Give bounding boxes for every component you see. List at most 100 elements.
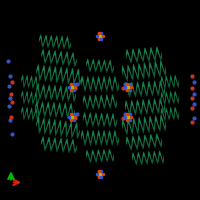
Polygon shape: [53, 44, 54, 48]
Polygon shape: [69, 148, 70, 153]
Polygon shape: [52, 144, 53, 149]
Polygon shape: [164, 116, 165, 121]
Polygon shape: [31, 76, 32, 80]
Polygon shape: [145, 135, 146, 140]
Polygon shape: [47, 52, 48, 57]
Polygon shape: [165, 112, 166, 117]
Polygon shape: [169, 115, 170, 120]
Polygon shape: [74, 97, 75, 102]
Polygon shape: [161, 108, 162, 113]
Polygon shape: [96, 66, 97, 70]
Polygon shape: [63, 126, 64, 132]
Polygon shape: [40, 125, 41, 131]
Polygon shape: [75, 94, 76, 100]
Polygon shape: [38, 65, 39, 71]
Polygon shape: [29, 113, 30, 118]
Polygon shape: [153, 103, 154, 109]
Polygon shape: [130, 90, 131, 96]
Polygon shape: [57, 38, 58, 43]
Polygon shape: [73, 55, 74, 60]
Polygon shape: [77, 69, 78, 75]
Polygon shape: [171, 92, 172, 97]
Polygon shape: [149, 69, 150, 76]
Polygon shape: [48, 103, 49, 108]
Polygon shape: [90, 67, 91, 71]
Polygon shape: [28, 84, 29, 88]
Polygon shape: [139, 64, 140, 70]
Polygon shape: [148, 57, 149, 62]
Polygon shape: [44, 124, 45, 131]
Polygon shape: [162, 109, 163, 113]
Polygon shape: [163, 112, 164, 117]
Polygon shape: [142, 57, 143, 62]
Polygon shape: [64, 121, 65, 127]
Polygon shape: [23, 114, 24, 119]
Polygon shape: [161, 55, 162, 60]
Polygon shape: [164, 125, 165, 131]
Polygon shape: [22, 107, 23, 111]
Polygon shape: [53, 102, 54, 108]
Polygon shape: [129, 121, 130, 127]
Polygon shape: [68, 128, 69, 134]
Polygon shape: [101, 95, 102, 100]
Polygon shape: [155, 55, 156, 61]
Polygon shape: [155, 142, 156, 147]
Polygon shape: [160, 119, 161, 126]
Polygon shape: [137, 73, 138, 79]
Polygon shape: [27, 78, 28, 82]
Polygon shape: [159, 139, 160, 144]
Polygon shape: [143, 99, 144, 105]
Polygon shape: [46, 57, 47, 62]
Polygon shape: [62, 77, 63, 83]
Polygon shape: [62, 60, 63, 65]
Polygon shape: [72, 133, 73, 138]
Polygon shape: [159, 102, 160, 108]
Polygon shape: [48, 137, 49, 142]
Polygon shape: [137, 143, 138, 149]
Polygon shape: [161, 115, 162, 122]
Polygon shape: [91, 63, 92, 68]
Polygon shape: [128, 118, 129, 124]
Polygon shape: [178, 83, 179, 88]
Polygon shape: [141, 140, 142, 146]
Polygon shape: [135, 142, 136, 147]
Polygon shape: [45, 76, 46, 82]
Polygon shape: [77, 69, 78, 75]
Polygon shape: [162, 159, 163, 163]
Polygon shape: [141, 160, 142, 165]
Polygon shape: [63, 148, 64, 153]
Polygon shape: [160, 64, 161, 70]
Polygon shape: [136, 124, 137, 131]
Polygon shape: [68, 79, 69, 84]
Polygon shape: [44, 112, 45, 117]
Polygon shape: [134, 109, 135, 115]
Polygon shape: [103, 150, 104, 154]
Polygon shape: [33, 100, 34, 104]
Polygon shape: [86, 151, 87, 156]
Polygon shape: [66, 86, 67, 91]
Polygon shape: [54, 41, 55, 46]
Polygon shape: [165, 98, 166, 103]
Polygon shape: [165, 115, 166, 119]
Polygon shape: [141, 123, 142, 129]
Polygon shape: [138, 102, 139, 108]
Polygon shape: [155, 101, 156, 107]
Polygon shape: [62, 96, 63, 101]
Polygon shape: [154, 124, 155, 130]
Polygon shape: [139, 117, 140, 123]
Polygon shape: [102, 65, 103, 70]
Polygon shape: [114, 119, 115, 125]
Polygon shape: [45, 111, 46, 116]
Polygon shape: [167, 79, 168, 84]
Polygon shape: [153, 87, 154, 93]
Polygon shape: [94, 98, 95, 104]
Polygon shape: [163, 80, 164, 85]
Polygon shape: [132, 129, 133, 134]
Polygon shape: [64, 44, 65, 49]
Polygon shape: [71, 125, 72, 132]
Polygon shape: [137, 145, 138, 150]
Polygon shape: [137, 128, 138, 134]
Polygon shape: [174, 79, 175, 84]
Polygon shape: [56, 146, 57, 151]
Polygon shape: [165, 68, 166, 74]
